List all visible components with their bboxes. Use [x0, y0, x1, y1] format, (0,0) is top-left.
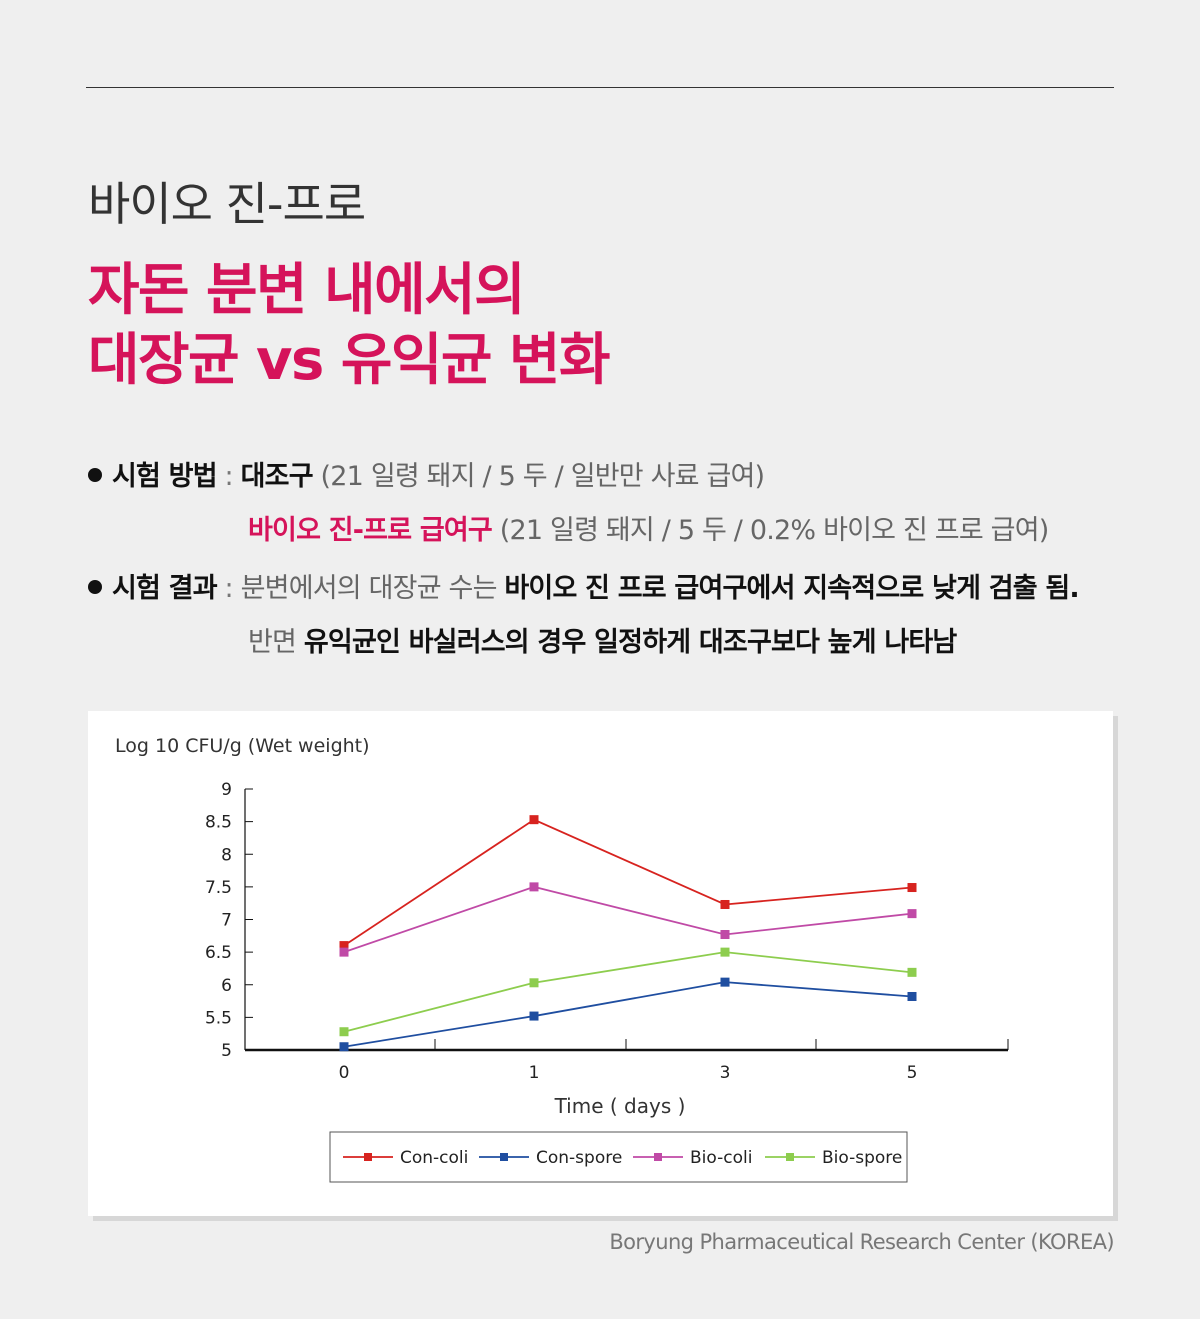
treatment-group-detail: (21 일령 돼지 / 5 두 / 0.2% 바이오 진 프로 급여) [491, 515, 1050, 546]
data-point [339, 947, 349, 957]
x-axis-label: Time ( days ) [554, 1094, 686, 1118]
series-line [343, 885, 913, 953]
data-point [529, 978, 539, 988]
series-line [343, 981, 913, 1048]
result-text-2a: 반면 [248, 627, 304, 658]
data-point [720, 899, 730, 909]
data-point [339, 941, 349, 951]
y-axis-label: Log 10 CFU/g (Wet weight) [115, 735, 370, 757]
data-point [907, 883, 917, 893]
x-tick-label: 1 [529, 1063, 540, 1083]
y-tick-label: 7 [221, 911, 232, 931]
y-tick-label: 9 [221, 780, 232, 800]
method-label: 시험 방법 [112, 461, 218, 492]
data-point [720, 977, 730, 987]
data-point [720, 947, 730, 957]
bullet-dot-icon [88, 580, 102, 594]
data-point [529, 815, 539, 825]
result-text-1b: 바이오 진 프로 급여구에서 지속적으로 낮게 검출 됨. [504, 573, 1079, 604]
legend-swatch-marker [654, 1153, 662, 1161]
y-tick-label: 8.5 [205, 813, 232, 833]
data-point [529, 882, 539, 892]
method-row-2: 바이오 진-프로 급여구 (21 일령 돼지 / 5 두 / 0.2% 바이오 … [248, 508, 1050, 547]
method-separator: : [216, 461, 241, 492]
y-tick-label: 5 [221, 1041, 232, 1061]
data-point [529, 1011, 539, 1021]
result-text-1a: 분변에서의 대장균 수는 [240, 573, 505, 604]
legend-label: Bio-coli [690, 1148, 752, 1168]
legend-swatch-marker [500, 1153, 508, 1161]
data-point [907, 991, 917, 1001]
y-tick-label: 6.5 [205, 943, 232, 963]
legend-label: Con-spore [536, 1148, 622, 1168]
series-line [343, 951, 913, 1033]
chart-card: Log 10 CFU/g (Wet weight) 5 5.5 6 6.5 7 7.5 8 8.… [88, 711, 1113, 1216]
treatment-group-name: 바이오 진-프로 급여구 [248, 515, 493, 546]
legend-label: Con-coli [400, 1148, 468, 1168]
y-tick-label: 7.5 [205, 878, 232, 898]
result-separator: : [216, 573, 241, 604]
line-chart: Log 10 CFU/g (Wet weight) 5 5.5 6 6.5 7 7.5 8 8.… [115, 735, 1009, 1183]
result-row-1: 시험 결과 : 분변에서의 대장균 수는 바이오 진 프로 급여구에서 지속적으… [88, 566, 1080, 605]
x-tick-label: 3 [720, 1063, 731, 1083]
legend-swatch-marker [786, 1153, 794, 1161]
bullet-dot-icon [88, 468, 102, 482]
series-line [343, 818, 913, 947]
legend-label: Bio-spore [822, 1148, 902, 1168]
data-point [907, 967, 917, 977]
control-group-name: 대조구 [240, 461, 314, 492]
headline-line-2: 대장균 vs 유익균 변화 [88, 328, 610, 393]
data-point [907, 909, 917, 919]
legend-swatch-marker [364, 1153, 372, 1161]
data-point [339, 1042, 349, 1052]
top-divider [86, 87, 1114, 88]
result-label: 시험 결과 [112, 573, 218, 604]
method-row-1: 시험 방법 : 대조구 (21 일령 돼지 / 5 두 / 일반만 사료 급여) [88, 454, 766, 493]
source-credit: Boryung Pharmaceutical Research Center (… [609, 1230, 1114, 1254]
y-tick-label: 6 [221, 976, 232, 996]
page-headline: 자돈 분변 내에서의 대장균 vs 유익균 변화 [88, 256, 610, 396]
y-tick-label: 5.5 [205, 1008, 232, 1028]
result-row-2: 반면 유익균인 바실러스의 경우 일정하게 대조구보다 높게 나타남 [248, 620, 957, 659]
headline-line-1: 자돈 분변 내에서의 [88, 258, 526, 323]
result-text-2b: 유익균인 바실러스의 경우 일정하게 대조구보다 높게 나타남 [303, 627, 957, 658]
y-tick-label: 8 [221, 845, 232, 865]
x-tick-label: 5 [907, 1063, 918, 1083]
data-point [339, 1027, 349, 1037]
product-subtitle: 바이오 진-프로 [88, 177, 366, 231]
x-tick-label: 0 [339, 1063, 350, 1083]
control-group-detail: (21 일령 돼지 / 5 두 / 일반만 사료 급여) [312, 461, 766, 492]
data-point [720, 930, 730, 940]
